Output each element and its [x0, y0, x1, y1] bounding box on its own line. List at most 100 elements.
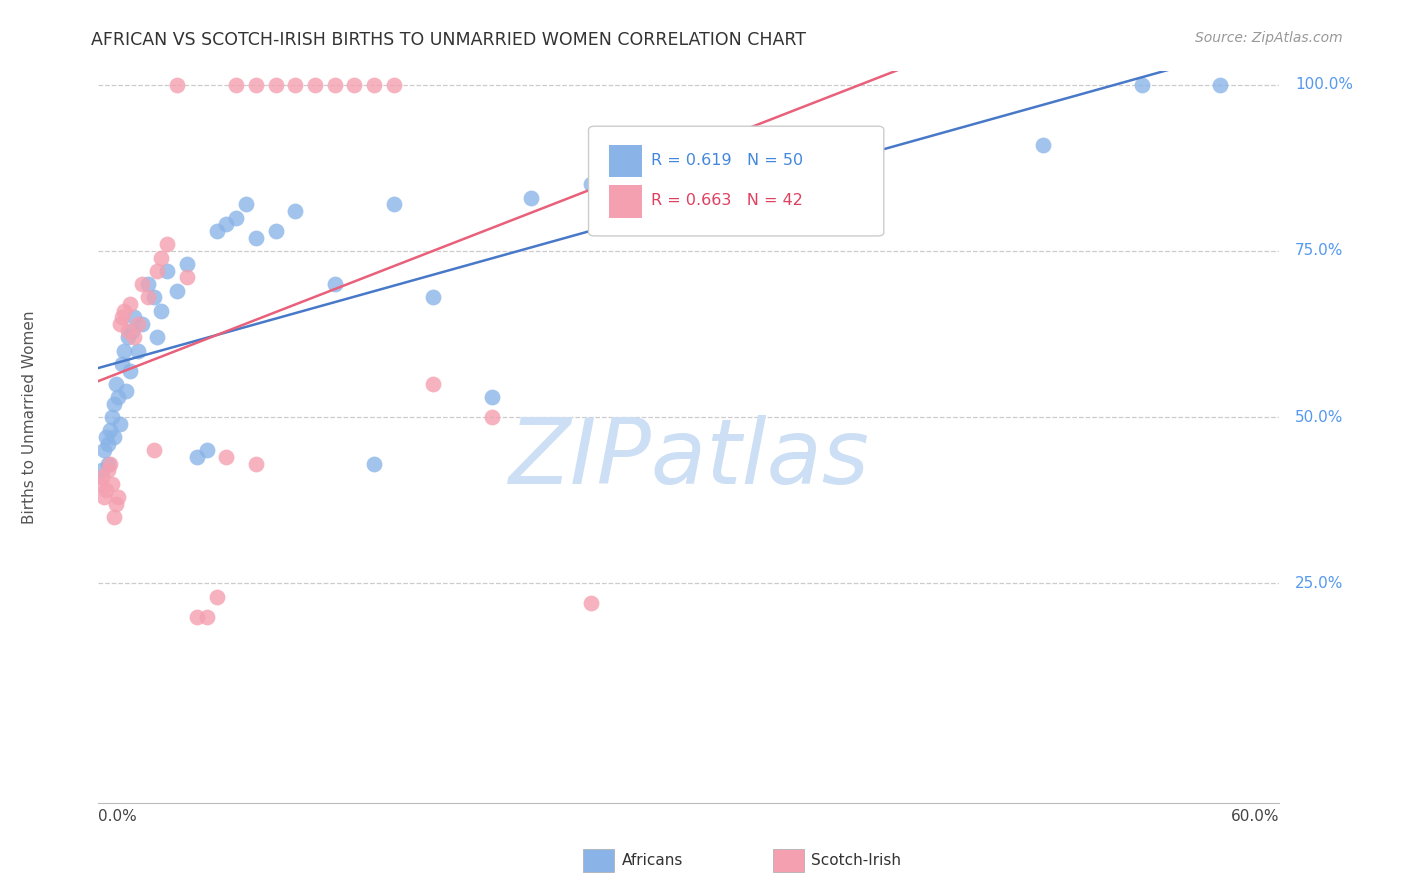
- Text: Scotch-Irish: Scotch-Irish: [811, 854, 901, 868]
- Point: [481, 390, 503, 404]
- Point: [122, 310, 145, 325]
- Text: R = 0.619   N = 50: R = 0.619 N = 50: [651, 153, 803, 168]
- Point: [142, 290, 165, 304]
- Point: [1032, 137, 1054, 152]
- Text: 100.0%: 100.0%: [1295, 78, 1353, 92]
- Point: [93, 443, 115, 458]
- Point: [363, 78, 385, 92]
- Text: 50.0%: 50.0%: [1295, 409, 1344, 425]
- Point: [150, 251, 173, 265]
- Point: [245, 457, 267, 471]
- Point: [91, 470, 114, 484]
- Point: [89, 476, 111, 491]
- Point: [98, 457, 121, 471]
- Point: [176, 270, 198, 285]
- Point: [97, 457, 120, 471]
- Text: ZIPatlas: ZIPatlas: [509, 415, 869, 503]
- Point: [108, 417, 131, 431]
- Text: Source: ZipAtlas.com: Source: ZipAtlas.com: [1195, 31, 1343, 45]
- Point: [481, 410, 503, 425]
- Point: [150, 303, 173, 318]
- Point: [156, 264, 179, 278]
- FancyBboxPatch shape: [589, 126, 884, 235]
- Point: [101, 410, 124, 425]
- Point: [136, 290, 159, 304]
- Point: [520, 191, 543, 205]
- Point: [118, 363, 141, 377]
- Point: [678, 151, 700, 165]
- Point: [107, 390, 129, 404]
- Point: [103, 430, 125, 444]
- Point: [98, 424, 121, 438]
- Point: [101, 476, 124, 491]
- Point: [166, 284, 188, 298]
- Point: [225, 211, 247, 225]
- Point: [284, 78, 307, 92]
- Point: [304, 78, 326, 92]
- Point: [117, 324, 139, 338]
- Point: [107, 490, 129, 504]
- Point: [382, 197, 405, 211]
- Point: [1130, 78, 1153, 92]
- Point: [131, 317, 153, 331]
- Point: [105, 376, 128, 391]
- Point: [105, 497, 128, 511]
- Point: [205, 590, 228, 604]
- Point: [146, 330, 169, 344]
- Text: Births to Unmarried Women: Births to Unmarried Women: [22, 310, 37, 524]
- Point: [127, 343, 149, 358]
- Point: [142, 443, 165, 458]
- Point: [195, 609, 218, 624]
- Point: [131, 277, 153, 292]
- Point: [112, 303, 135, 318]
- Point: [245, 230, 267, 244]
- Point: [118, 297, 141, 311]
- Point: [97, 436, 120, 450]
- Point: [112, 343, 135, 358]
- Point: [422, 376, 444, 391]
- Point: [215, 450, 238, 464]
- FancyBboxPatch shape: [609, 145, 641, 178]
- Text: 75.0%: 75.0%: [1295, 244, 1344, 259]
- Point: [195, 443, 218, 458]
- Text: 25.0%: 25.0%: [1295, 576, 1344, 591]
- Point: [122, 330, 145, 344]
- Text: 0.0%: 0.0%: [98, 809, 138, 824]
- Point: [146, 264, 169, 278]
- Point: [205, 224, 228, 238]
- Point: [96, 483, 118, 498]
- Point: [176, 257, 198, 271]
- Point: [186, 609, 208, 624]
- Point: [96, 430, 118, 444]
- Point: [127, 317, 149, 331]
- Point: [111, 310, 134, 325]
- Point: [1209, 78, 1232, 92]
- Text: Africans: Africans: [621, 854, 683, 868]
- Point: [117, 330, 139, 344]
- Point: [284, 204, 307, 219]
- Point: [264, 78, 287, 92]
- Point: [363, 457, 385, 471]
- Point: [156, 237, 179, 252]
- Point: [382, 78, 405, 92]
- Text: 60.0%: 60.0%: [1232, 809, 1279, 824]
- Text: AFRICAN VS SCOTCH-IRISH BIRTHS TO UNMARRIED WOMEN CORRELATION CHART: AFRICAN VS SCOTCH-IRISH BIRTHS TO UNMARR…: [91, 31, 807, 49]
- Point: [103, 509, 125, 524]
- Point: [245, 78, 267, 92]
- Text: R = 0.663   N = 42: R = 0.663 N = 42: [651, 194, 803, 209]
- Point: [343, 78, 366, 92]
- Point: [776, 197, 799, 211]
- Point: [91, 463, 114, 477]
- Point: [264, 224, 287, 238]
- Point: [579, 596, 602, 610]
- Point: [166, 78, 188, 92]
- FancyBboxPatch shape: [609, 185, 641, 218]
- Point: [235, 197, 257, 211]
- Point: [186, 450, 208, 464]
- Point: [579, 178, 602, 192]
- Point: [93, 490, 115, 504]
- Point: [121, 324, 143, 338]
- Point: [103, 397, 125, 411]
- Point: [97, 463, 120, 477]
- Point: [323, 78, 346, 92]
